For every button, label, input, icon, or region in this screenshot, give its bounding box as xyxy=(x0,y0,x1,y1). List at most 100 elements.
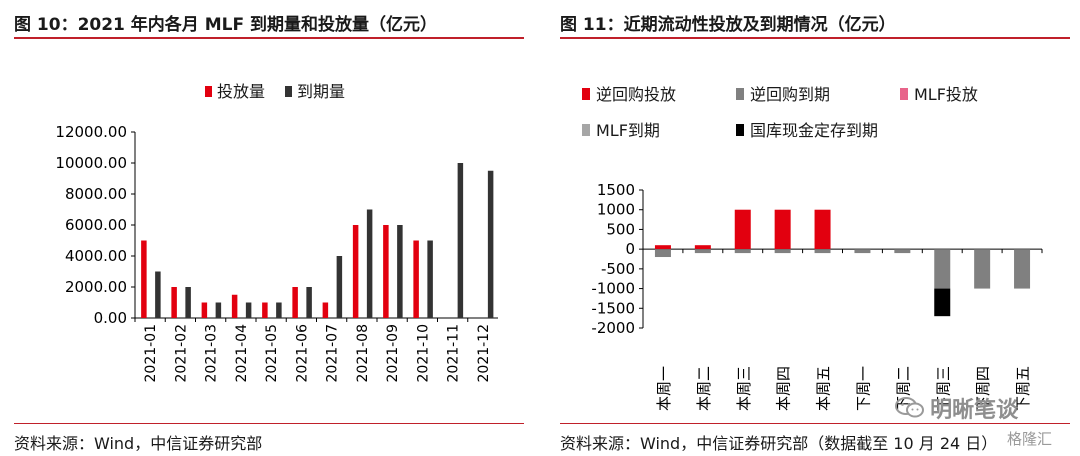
legend-swatch-4 xyxy=(582,124,590,136)
bar-issuance-2021-06 xyxy=(292,287,298,318)
y-tick-label: 1500 xyxy=(597,181,635,199)
bar-逆回购投放-本周二 xyxy=(694,245,711,250)
x-tick-label: 本周四 xyxy=(775,366,793,411)
right-source-note: 资料来源：Wind，中信证券研究部（数据截至 10 月 24 日） xyxy=(560,434,998,453)
right-chart-title: 图 11：近期流动性投放及到期情况（亿元） xyxy=(560,15,896,35)
legend-swatch-5 xyxy=(736,124,744,136)
bar-逆回购到期-下周二 xyxy=(894,249,911,254)
legend-swatch-2 xyxy=(285,86,292,97)
y-tick-label: 500 xyxy=(606,220,635,238)
bar-issuance-2021-03 xyxy=(201,302,208,318)
bar-maturity-2021-11 xyxy=(457,163,464,318)
bar-issuance-2021-04 xyxy=(231,294,238,318)
x-tick-label: 本周五 xyxy=(815,366,833,411)
corner-watermark: 格隆汇 xyxy=(1004,428,1056,449)
y-tick-label: 1000 xyxy=(597,201,635,219)
bar-issuance-2021-09 xyxy=(383,225,389,318)
x-tick-label: 下周四 xyxy=(974,366,992,411)
left-chart-title: 图 10：2021 年内各月 MLF 到期量和投放量（亿元） xyxy=(14,15,438,35)
y-tick-label: -2000 xyxy=(591,319,635,337)
x-tick-label: 2021-09 xyxy=(385,324,401,383)
bar-逆回购到期-本周二 xyxy=(694,249,711,254)
bar-maturity-2021-09 xyxy=(397,225,403,318)
y-tick-label: 12000.00 xyxy=(55,123,127,141)
x-tick-label: 下周五 xyxy=(1014,366,1032,411)
legend-swatch-1 xyxy=(205,86,212,97)
bar-逆回购到期-本周四 xyxy=(774,249,791,254)
y-tick-label: 6000.00 xyxy=(65,216,127,234)
x-tick-label: 2021-10 xyxy=(415,324,431,383)
bar-逆回购到期-本周一 xyxy=(654,249,671,258)
bar-maturity-2021-10 xyxy=(427,240,433,318)
left-title-rule xyxy=(14,37,524,39)
x-tick-label: 2021-02 xyxy=(173,324,189,383)
legend-label-3: MLF投放 xyxy=(914,85,978,104)
bar-逆回购到期-下周五 xyxy=(1014,249,1031,289)
bar-maturity-2021-06 xyxy=(306,287,312,318)
left-footer-rule xyxy=(14,423,524,424)
bar-maturity-2021-07 xyxy=(336,256,343,318)
legend-label-5: 国库现金定存到期 xyxy=(750,121,878,140)
legend-label-1: 逆回购投放 xyxy=(596,85,676,104)
legend-label-2: 逆回购到期 xyxy=(750,85,830,104)
bar-issuance-2021-08 xyxy=(352,225,359,318)
legend-swatch-2 xyxy=(736,88,744,100)
right-chart: 逆回购投放 逆回购到期 MLF投放 MLF到期 国库现金定存到期 -2000 -1500-1… xyxy=(582,85,1043,411)
y-tick-label: 4000.00 xyxy=(65,247,127,265)
legend-label-2: 到期量 xyxy=(297,82,345,101)
x-tick-label: 2021-01 xyxy=(143,324,159,383)
y-tick-label: -1500 xyxy=(591,299,635,317)
legend-swatch-3 xyxy=(900,88,908,100)
x-tick-label: 2021-04 xyxy=(234,324,250,383)
bar-maturity-2021-03 xyxy=(215,302,222,318)
watermark: 明晰笔谈 xyxy=(895,392,1018,424)
x-tick-label: 2021-08 xyxy=(355,324,371,383)
x-tick-label: 2021-05 xyxy=(264,324,280,383)
legend-swatch-1 xyxy=(582,88,590,100)
bar-maturity-2021-05 xyxy=(276,302,282,318)
x-tick-label: 本周二 xyxy=(695,366,713,411)
bar-maturity-2021-04 xyxy=(245,302,252,318)
bar-maturity-2021-08 xyxy=(366,209,373,318)
x-tick-label: 2021-11 xyxy=(446,324,462,383)
corner-watermark-text: 格隆汇 xyxy=(1007,430,1053,448)
bar-issuance-2021-07 xyxy=(322,302,329,318)
bar-逆回购到期-下周一 xyxy=(854,249,871,254)
bar-逆回购投放-本周一 xyxy=(654,245,671,250)
bar-逆回购到期-下周四 xyxy=(974,249,991,289)
y-tick-label: -1000 xyxy=(591,280,635,298)
left-source-note: 资料来源：Wind，中信证券研究部 xyxy=(14,434,263,453)
y-tick-label: 8000.00 xyxy=(65,185,127,203)
y-tick-label: 0.00 xyxy=(94,309,127,327)
bar-逆回购投放-本周五 xyxy=(814,209,831,250)
x-tick-label: 下周三 xyxy=(934,366,952,411)
y-tick-label: 2000.00 xyxy=(65,278,127,296)
x-tick-label: 本周三 xyxy=(735,366,753,411)
x-tick-label: 下周一 xyxy=(854,366,872,411)
left-chart: 投放量 到期量 0.00 2000.00 4000.00 6000.00 8000.00 10… xyxy=(55,82,498,383)
x-tick-label: 2021-03 xyxy=(204,324,220,383)
x-tick-label: 2021-06 xyxy=(294,324,310,383)
bar-maturity-2021-02 xyxy=(185,287,191,318)
right-footer-rule xyxy=(560,423,1070,424)
bar-issuance-2021-10 xyxy=(413,240,419,318)
bar-逆回购投放-本周四 xyxy=(774,209,791,250)
y-tick-label: -500 xyxy=(601,260,635,278)
bar-maturity-2021-12 xyxy=(487,170,494,318)
y-tick-label: 10000.00 xyxy=(55,154,127,172)
bar-issuance-2021-05 xyxy=(262,302,268,318)
legend-label-4: MLF到期 xyxy=(596,121,660,140)
watermark-text: 明晰笔谈 xyxy=(930,398,1019,423)
x-tick-label: 2021-07 xyxy=(325,324,341,383)
bar-issuance-2021-01 xyxy=(141,240,147,318)
legend-label-1: 投放量 xyxy=(217,82,265,101)
bar-逆回购到期-本周五 xyxy=(814,249,831,254)
y-tick-label: 0 xyxy=(625,240,635,258)
wechat-icon xyxy=(895,397,925,419)
bar-issuance-2021-02 xyxy=(171,287,177,318)
right-title-rule xyxy=(560,37,1070,39)
bar-国库现金定存到期-下周三 xyxy=(934,288,951,317)
bar-逆回购到期-下周三 xyxy=(934,249,951,289)
x-tick-label: 2021-12 xyxy=(476,324,492,383)
x-tick-label: 本周一 xyxy=(655,366,673,411)
